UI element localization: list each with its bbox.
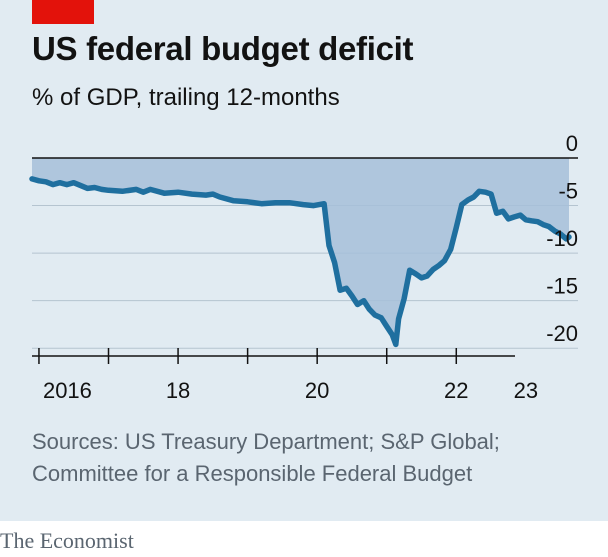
chart-title: US federal budget deficit (32, 30, 414, 67)
y-tick-label: -15 (546, 274, 578, 299)
chart-subtitle: % of GDP, trailing 12-months (32, 84, 340, 111)
x-tick-label: 23 (514, 378, 538, 403)
x-axis: 2016 18 20 22 23 (32, 348, 538, 403)
x-tick-label: 20 (305, 378, 329, 403)
economist-brand: The Economist (0, 528, 134, 553)
source-line-2: Committee for a Responsible Federal Budg… (32, 461, 473, 486)
y-tick-label: -5 (558, 179, 578, 204)
y-tick-label: 0 (566, 131, 578, 156)
source-line-1: Sources: US Treasury Department; S&P Glo… (32, 429, 500, 454)
chart-panel (0, 0, 608, 521)
gridlines (32, 205, 578, 349)
x-tick-label: 22 (444, 378, 468, 403)
deficit-series-line (29, 176, 572, 348)
x-tick-label: 2016 (43, 378, 92, 403)
y-tick-label: -20 (546, 321, 578, 346)
y-axis-labels: 0 -5 -10 -15 -20 (546, 131, 578, 346)
footer-bar (0, 521, 608, 557)
x-tick-label: 18 (166, 378, 190, 403)
y-tick-label: -10 (546, 226, 578, 251)
deficit-area (32, 158, 569, 345)
brand-tag (32, 0, 94, 24)
deficit-chart: 0 -5 -10 -15 -20 2016 18 20 22 23 (29, 131, 578, 403)
source-note: Sources: US Treasury Department; S&P Glo… (32, 426, 592, 490)
